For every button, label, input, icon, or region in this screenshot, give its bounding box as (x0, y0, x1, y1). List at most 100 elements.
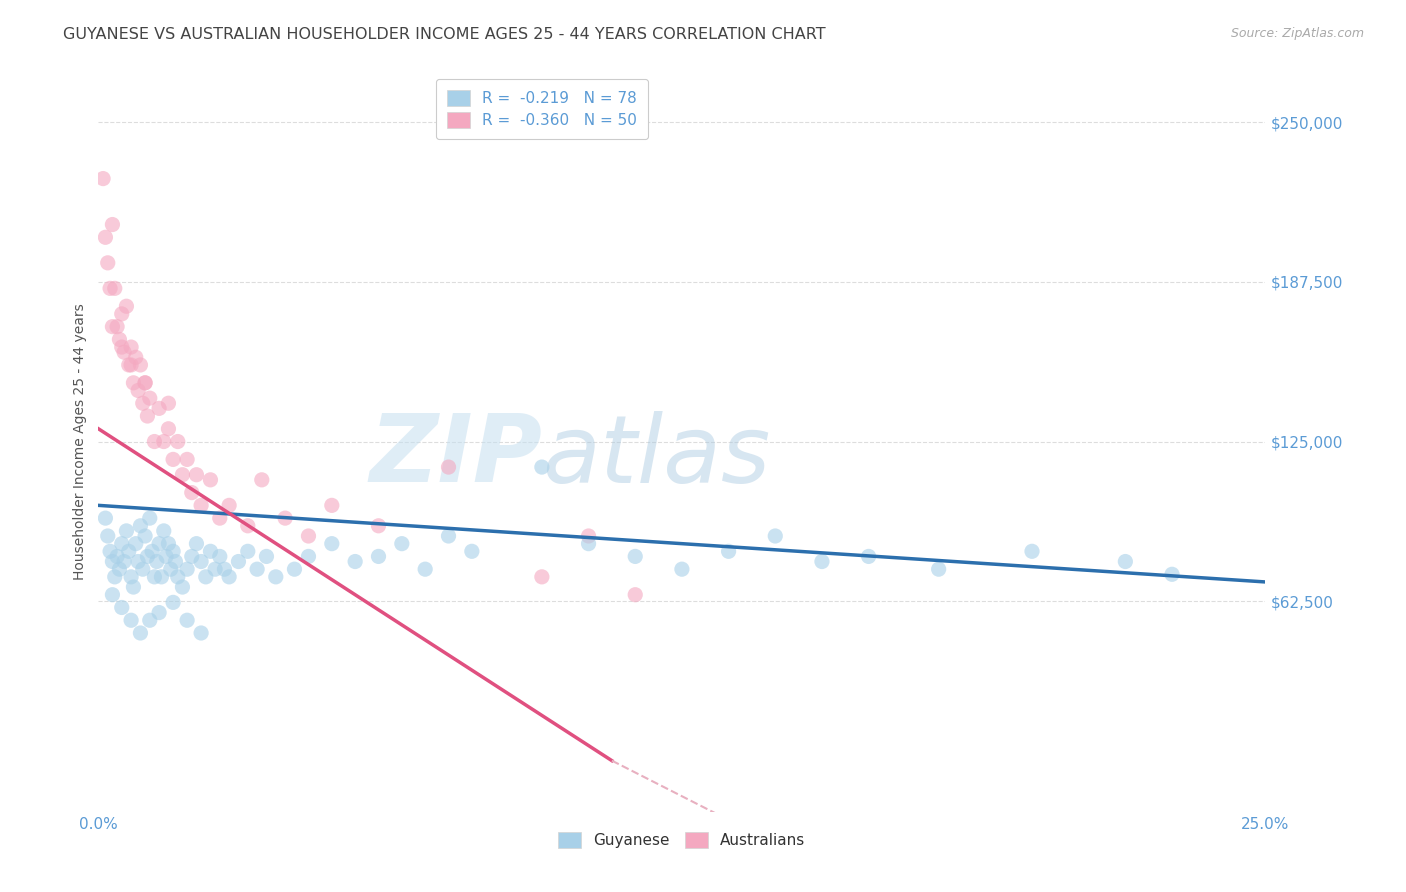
Point (105, 549, 128, 564)
Point (194, 570, 217, 584)
Point (162, 544, 184, 558)
Point (129, 358, 152, 372)
Point (344, 555, 367, 569)
Point (122, 376, 145, 390)
Point (186, 467, 208, 482)
Point (139, 511, 162, 525)
Legend: Guyanese, Australians: Guyanese, Australians (551, 824, 813, 856)
Point (246, 562, 269, 576)
Point (108, 562, 131, 576)
Point (143, 570, 166, 584)
Point (101, 319, 124, 334)
Point (624, 549, 647, 564)
Point (162, 595, 184, 609)
Point (148, 606, 170, 620)
Point (200, 473, 222, 487)
Text: ZIP: ZIP (368, 410, 541, 502)
Point (157, 422, 180, 436)
Point (157, 396, 180, 410)
Point (297, 549, 319, 564)
Point (141, 544, 163, 558)
Point (101, 555, 124, 569)
Text: atlas: atlas (541, 411, 770, 502)
Point (321, 536, 343, 550)
Point (94, 230, 117, 244)
Point (148, 401, 170, 416)
Point (236, 518, 259, 533)
Point (111, 340, 134, 354)
Point (97, 529, 120, 543)
Point (97, 256, 120, 270)
Point (236, 544, 259, 558)
Point (367, 549, 389, 564)
Point (101, 588, 124, 602)
Point (132, 396, 155, 410)
Point (172, 580, 194, 594)
Point (437, 529, 460, 543)
Point (129, 518, 152, 533)
Point (134, 529, 156, 543)
Point (105, 319, 128, 334)
Point (204, 562, 226, 576)
Point (111, 307, 134, 321)
Point (118, 544, 141, 558)
Point (139, 613, 162, 627)
Point (218, 570, 240, 584)
Point (530, 570, 553, 584)
Point (120, 340, 142, 354)
Point (413, 562, 436, 576)
Point (152, 524, 174, 538)
Point (437, 460, 460, 475)
Point (172, 467, 194, 482)
Point (132, 562, 155, 576)
Point (530, 460, 553, 475)
Point (200, 544, 222, 558)
Point (111, 600, 134, 615)
Point (186, 536, 208, 550)
Point (578, 536, 600, 550)
Point (115, 299, 138, 313)
Point (104, 281, 127, 295)
Point (671, 562, 693, 576)
Point (297, 529, 319, 543)
Point (91, 171, 114, 186)
Point (98, 544, 121, 558)
Point (94, 511, 117, 525)
Point (274, 511, 297, 525)
Point (115, 524, 138, 538)
Point (120, 570, 142, 584)
Point (118, 358, 141, 372)
Point (152, 434, 174, 449)
Point (104, 570, 127, 584)
Point (155, 549, 177, 564)
Point (264, 570, 287, 584)
Point (391, 536, 413, 550)
Point (120, 613, 142, 627)
Point (811, 555, 834, 569)
Point (1114, 555, 1136, 569)
Point (180, 549, 202, 564)
Point (228, 555, 250, 569)
Point (127, 555, 149, 569)
Point (98, 281, 121, 295)
Point (190, 555, 212, 569)
Point (176, 452, 198, 467)
Text: Source: ZipAtlas.com: Source: ZipAtlas.com (1230, 27, 1364, 40)
Point (367, 518, 389, 533)
Point (180, 485, 202, 500)
Point (125, 351, 148, 365)
Point (134, 376, 156, 390)
Point (928, 562, 950, 576)
Point (1161, 567, 1184, 582)
Point (101, 218, 124, 232)
Point (250, 473, 273, 487)
Y-axis label: Householder Income Ages 25 - 44 years: Householder Income Ages 25 - 44 years (73, 303, 87, 580)
Point (165, 555, 187, 569)
Point (139, 391, 162, 405)
Point (136, 549, 159, 564)
Point (108, 333, 131, 347)
Point (218, 499, 240, 513)
Point (190, 499, 212, 513)
Point (283, 562, 305, 576)
Point (134, 376, 156, 390)
